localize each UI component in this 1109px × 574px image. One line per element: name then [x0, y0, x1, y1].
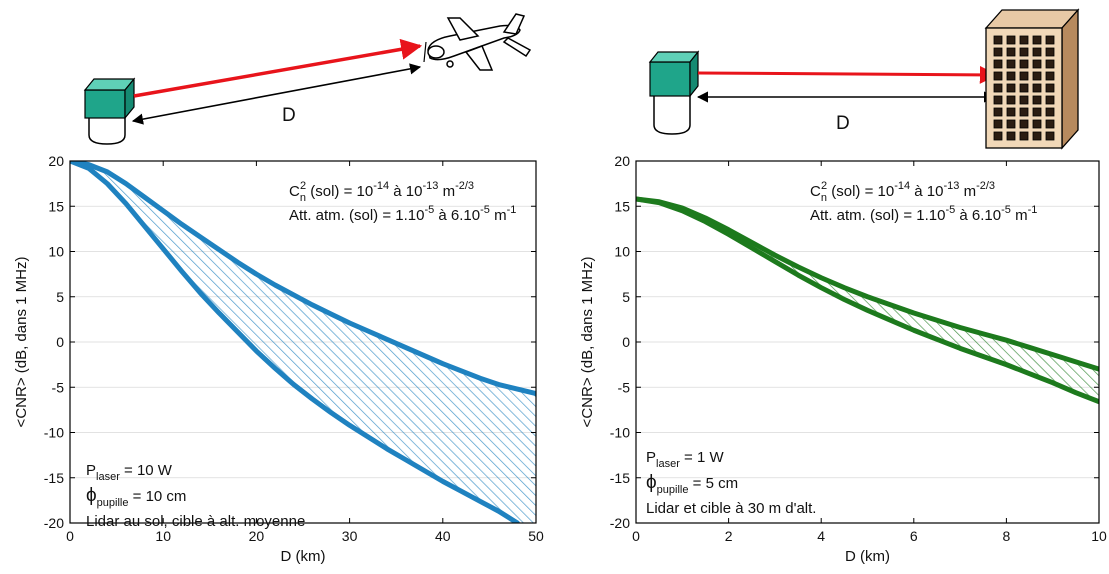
lidar-device-icon — [83, 77, 136, 145]
lidar-device-icon — [648, 50, 700, 135]
y-tick-label: -20 — [610, 515, 630, 531]
x-tick-label: 4 — [817, 528, 825, 544]
y-tick-label: 20 — [48, 153, 64, 169]
airplane-icon — [423, 13, 532, 71]
y-tick-label: -10 — [44, 425, 64, 441]
series-line-2 — [636, 196, 1099, 405]
y-axis-label: <CNR> (dB, dans 1 MHz) — [579, 257, 596, 428]
param-scenario: Lidar au sol, cible à alt. moyenne — [86, 513, 305, 530]
annotation-cn2: Cn2 (sol) = 10-14 à 10-13 m-2/3 — [289, 180, 474, 204]
x-tick-label: 2 — [725, 528, 733, 544]
x-tick-label: 0 — [632, 528, 640, 544]
laser-beam — [697, 65, 998, 84]
x-tick-label: 20 — [249, 528, 265, 544]
x-tick-label: 6 — [910, 528, 918, 544]
laser-beam — [133, 38, 423, 98]
series-line-1 — [70, 161, 536, 397]
x-axis-label: D (km) — [845, 548, 890, 565]
y-tick-label: 10 — [614, 244, 630, 260]
distance-label: D — [836, 113, 850, 134]
param-laser-power: Plaser = 10 W — [86, 462, 173, 483]
building-icon — [984, 8, 1080, 150]
x-tick-label: 30 — [342, 528, 358, 544]
x-tick-label: 50 — [528, 528, 544, 544]
y-tick-label: 20 — [614, 153, 630, 169]
uncertainty-band — [70, 161, 536, 523]
uncertainty-band — [636, 199, 1099, 402]
y-tick-label: -15 — [610, 470, 630, 486]
annotation-attenuation: Att. atm. (sol) = 1.10-5 à 6.10-5 m-1 — [289, 204, 516, 224]
y-tick-label: 0 — [56, 334, 64, 350]
y-tick-label: 15 — [614, 198, 630, 214]
y-axis-label: <CNR> (dB, dans 1 MHz) — [13, 257, 30, 428]
annotation-attenuation: Att. atm. (sol) = 1.10-5 à 6.10-5 m-1 — [810, 204, 1037, 224]
y-tick-label: 0 — [622, 334, 630, 350]
distance-arrow — [131, 63, 422, 125]
y-tick-label: 5 — [622, 289, 630, 305]
diagram-right: D — [648, 8, 1080, 150]
series-line-1 — [636, 196, 1099, 372]
x-axis-label: D (km) — [281, 548, 326, 565]
y-tick-label: 10 — [48, 244, 64, 260]
x-tick-label: 10 — [155, 528, 171, 544]
param-pupil-diameter: ϕpupille = 10 cm — [86, 485, 186, 509]
y-tick-label: -5 — [618, 379, 631, 395]
param-scenario: Lidar et cible à 30 m d'alt. — [646, 500, 816, 517]
series-line-2 — [70, 161, 520, 523]
y-tick-label: -20 — [44, 515, 64, 531]
param-pupil-diameter: ϕpupille = 5 cm — [646, 472, 738, 496]
distance-label: D — [282, 105, 296, 126]
x-tick-label: 8 — [1003, 528, 1011, 544]
y-tick-label: 5 — [56, 289, 64, 305]
y-tick-label: -5 — [52, 379, 65, 395]
x-tick-label: 40 — [435, 528, 451, 544]
param-laser-power: Plaser = 1 W — [646, 449, 724, 470]
x-tick-label: 0 — [66, 528, 74, 544]
annotation-cn2: Cn2 (sol) = 10-14 à 10-13 m-2/3 — [810, 180, 995, 204]
y-tick-label: -15 — [44, 470, 64, 486]
y-tick-label: 15 — [48, 198, 64, 214]
y-tick-label: -10 — [610, 425, 630, 441]
diagram-left: D — [83, 13, 532, 145]
x-tick-label: 10 — [1091, 528, 1107, 544]
